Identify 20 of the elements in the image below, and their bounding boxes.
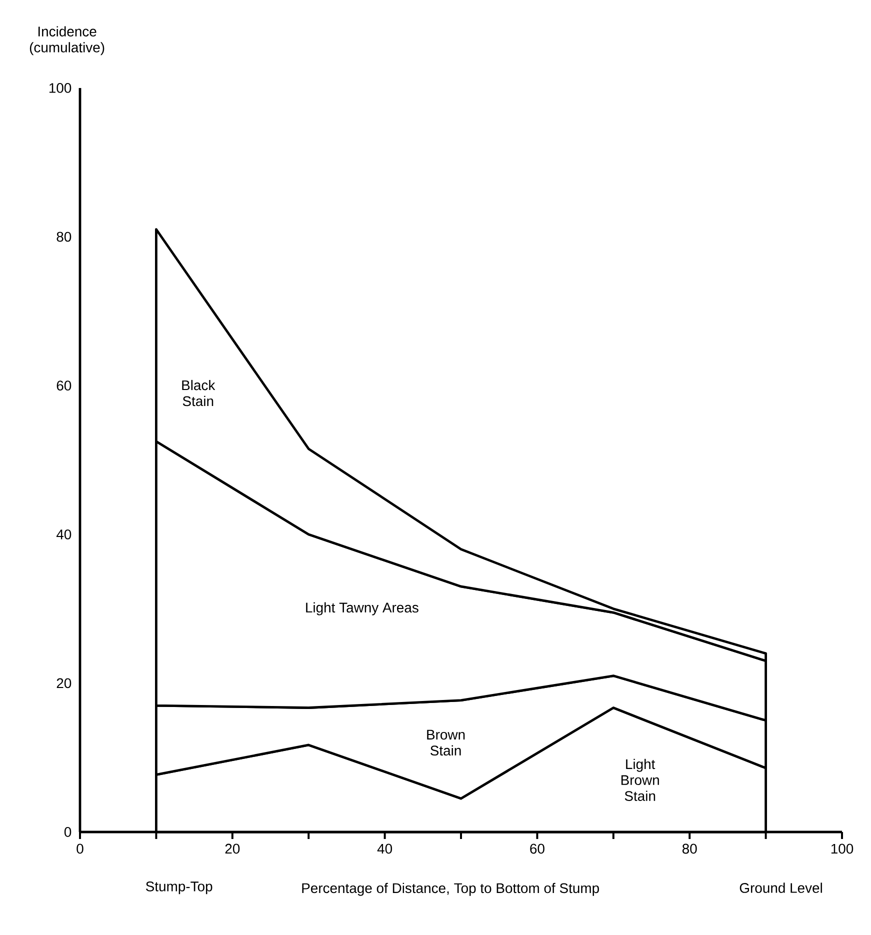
y-axis-title: Incidence (cumulative) [30, 26, 104, 56]
annotation: Brown Stain [427, 730, 465, 756]
y-tick-label: 20 [56, 678, 72, 688]
x-tick-label: 20 [225, 844, 240, 854]
y-tick-label: 60 [56, 380, 72, 391]
y-tick-label: 40 [56, 529, 72, 540]
annotation: Black Stain [182, 380, 216, 406]
x-tick-label: 80 [682, 844, 697, 854]
y-tick-label: 80 [56, 232, 72, 242]
text: Ground Level [740, 882, 822, 893]
x-tick-label: 0 [76, 844, 84, 854]
x-tick-label: 100 [831, 844, 854, 854]
text: Stump-Top [146, 881, 212, 894]
y-tick-label: 100 [49, 83, 72, 93]
x-axis-title: Percentage of Distance, Top to Bottom of Stump [302, 882, 599, 896]
annotation: Light Brown Stain [621, 758, 659, 801]
x-tick-label: 60 [530, 844, 544, 854]
x-tick-label: 40 [377, 844, 392, 854]
y-tick-label: 0 [64, 827, 72, 837]
annotation: Light Tawny Areas [306, 602, 418, 616]
